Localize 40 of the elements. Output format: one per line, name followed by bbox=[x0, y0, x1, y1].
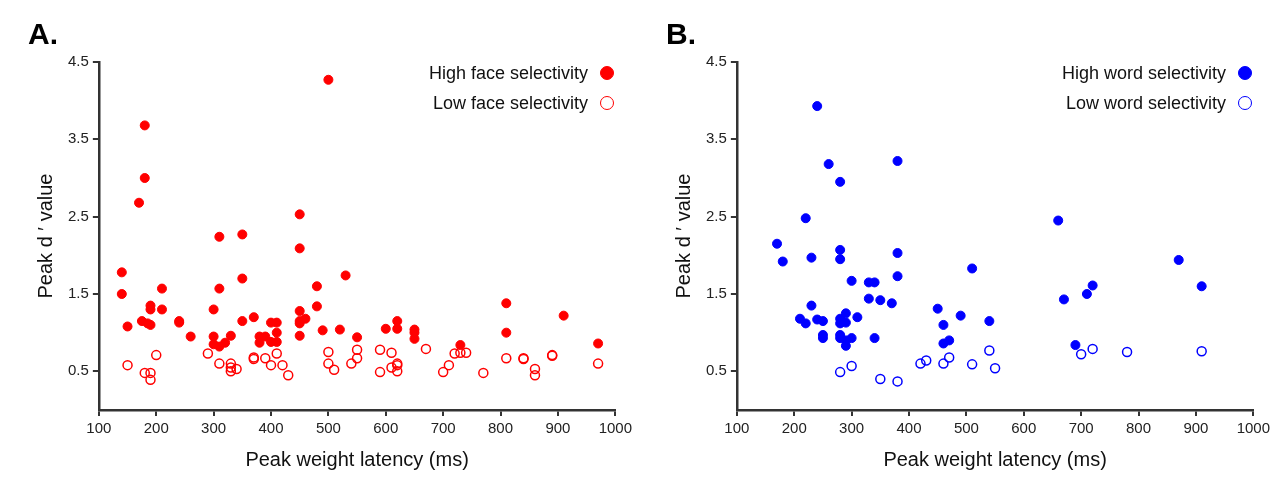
x-tick-label: 400 bbox=[896, 419, 922, 437]
y-axis-title: Peak d ′ value bbox=[33, 173, 56, 299]
x-tick-label: 600 bbox=[1011, 419, 1037, 437]
x-tick-label: 100 bbox=[724, 419, 750, 437]
legend-label: High word selectivity bbox=[1061, 62, 1226, 85]
y-tick-label: 3.5 bbox=[67, 129, 89, 147]
x-axis-title: Peak weight latency (ms) bbox=[245, 447, 469, 470]
chart-title: B. bbox=[666, 17, 696, 51]
x-tick-label: 1000 bbox=[1236, 419, 1270, 437]
y-tick-label: 0.5 bbox=[705, 361, 727, 379]
y-tick-label: 0.5 bbox=[67, 361, 89, 379]
x-tick-label: 500 bbox=[953, 419, 979, 437]
x-tick-label: 600 bbox=[373, 419, 399, 437]
y-tick-label: 4.5 bbox=[67, 52, 89, 70]
x-tick-label: 900 bbox=[1183, 419, 1209, 437]
x-axis-title: Peak weight latency (ms) bbox=[883, 447, 1107, 470]
x-tick-label: 1000 bbox=[598, 419, 632, 437]
y-tick-label: 3.5 bbox=[705, 129, 727, 147]
y-tick-label: 1.5 bbox=[67, 284, 89, 302]
legend-label: Low word selectivity bbox=[1065, 92, 1226, 115]
x-tick-label: 100 bbox=[86, 419, 112, 437]
x-tick-label: 200 bbox=[781, 419, 807, 437]
x-tick-label: 700 bbox=[1068, 419, 1094, 437]
x-tick-label: 300 bbox=[201, 419, 227, 437]
y-tick-label: 4.5 bbox=[705, 52, 727, 70]
x-tick-label: 400 bbox=[258, 419, 284, 437]
x-tick-label: 800 bbox=[488, 419, 514, 437]
x-tick-label: 300 bbox=[839, 419, 865, 437]
y-axis-title: Peak d ′ value bbox=[671, 173, 694, 299]
x-tick-label: 200 bbox=[143, 419, 169, 437]
y-tick-label: 2.5 bbox=[67, 206, 89, 224]
chart-title: A. bbox=[28, 17, 58, 51]
legend-label: Low face selectivity bbox=[432, 92, 588, 115]
x-tick-label: 800 bbox=[1126, 419, 1152, 437]
x-tick-label: 500 bbox=[315, 419, 341, 437]
x-tick-label: 700 bbox=[430, 419, 456, 437]
y-tick-label: 2.5 bbox=[705, 206, 727, 224]
legend-label: High face selectivity bbox=[428, 62, 588, 85]
x-tick-label: 900 bbox=[545, 419, 571, 437]
y-tick-label: 1.5 bbox=[705, 284, 727, 302]
